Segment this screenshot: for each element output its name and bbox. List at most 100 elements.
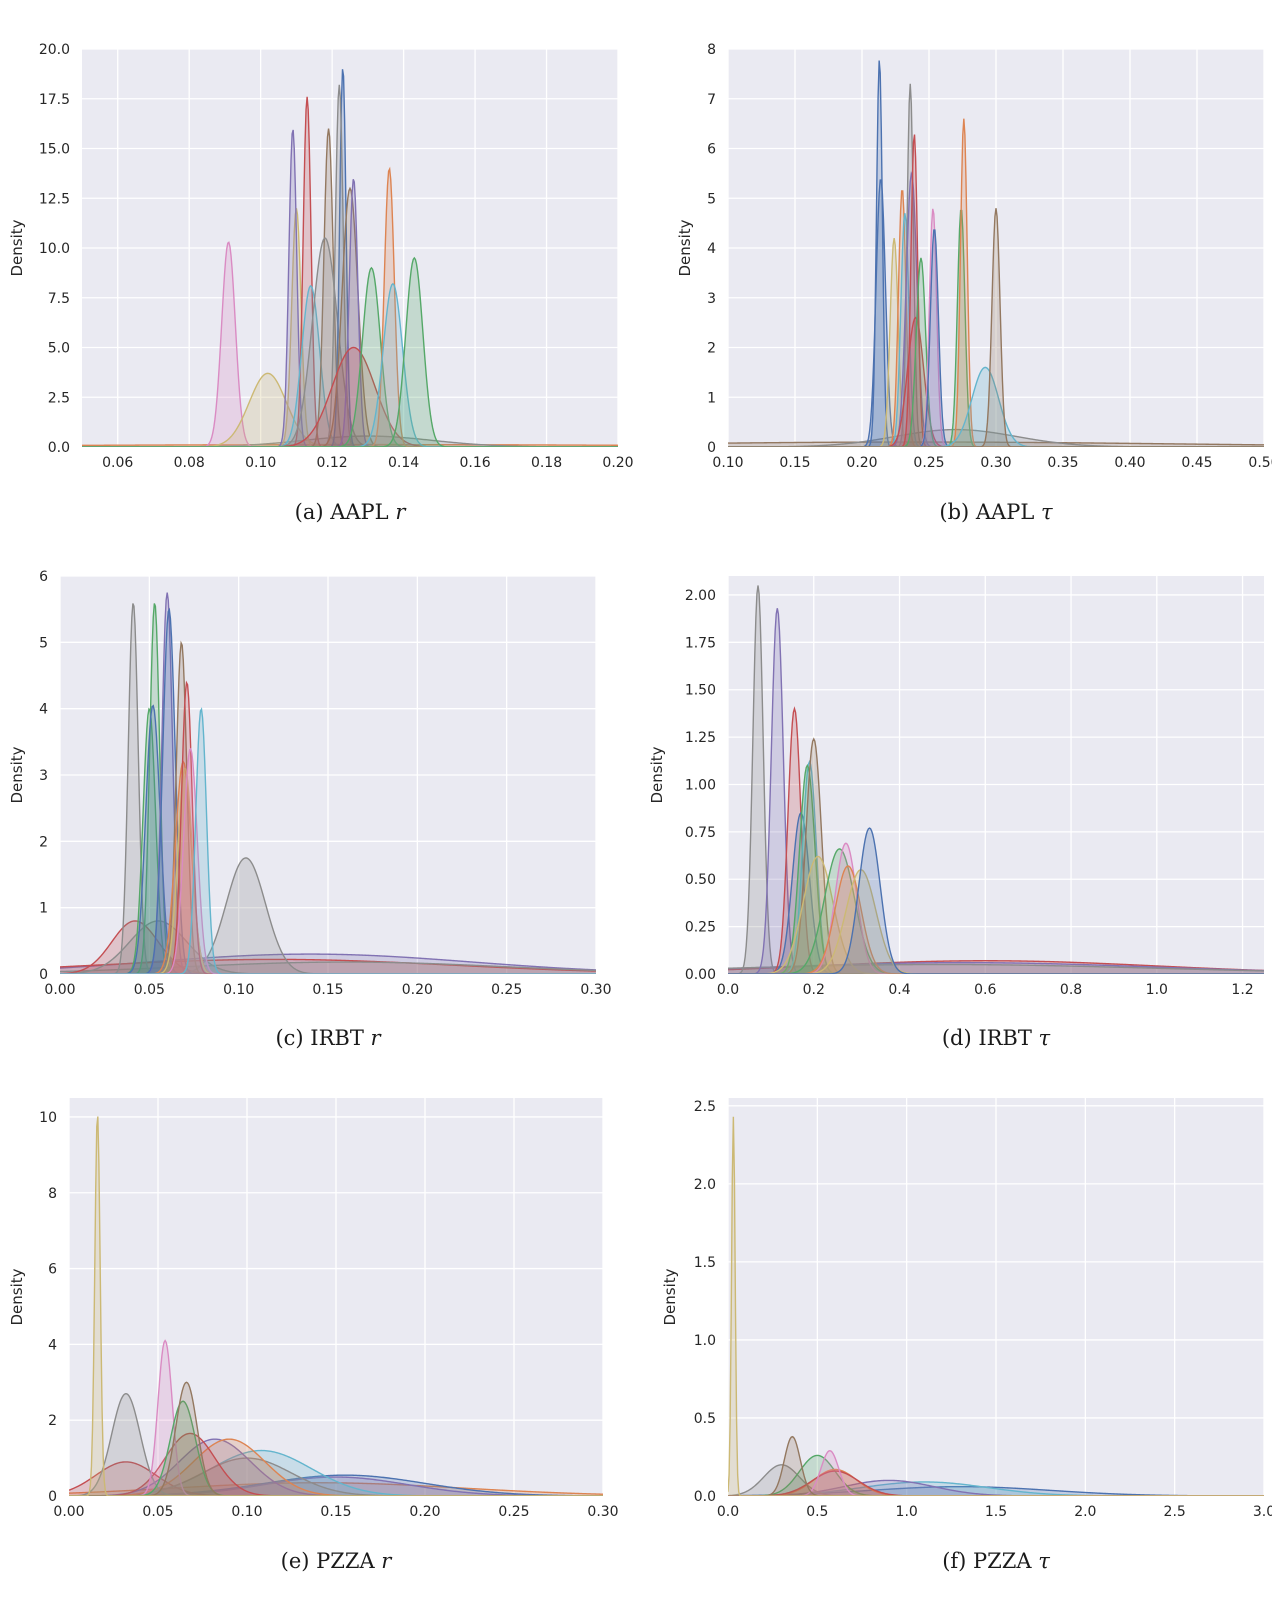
x-tick-label: 2.0 — [1074, 1504, 1096, 1520]
x-tick-label: 0.30 — [587, 1504, 618, 1520]
y-tick-label: 1.0 — [694, 1333, 716, 1349]
y-tick-label: 0.75 — [685, 825, 716, 841]
x-tick-label: 0.10 — [223, 982, 254, 998]
density-line-s2 — [728, 1481, 1264, 1496]
x-tick-label: 0.45 — [1181, 455, 1212, 471]
density-line-s1 — [728, 441, 1264, 446]
y-axis-label: Density — [8, 746, 26, 803]
density-area-s3 — [728, 964, 1264, 974]
density-line-s3 — [69, 1476, 603, 1496]
density-line-s5 — [728, 1454, 1264, 1496]
chart-d: 0.0 0.2 0.4 0.6 0.8 1.0 1.2 0.00 0.25 0.50 0.75 1.0… — [648, 576, 1264, 1050]
series-group — [69, 1116, 603, 1496]
density-line-s3 — [728, 963, 1264, 972]
density-area-s14 — [60, 761, 596, 974]
caption-variable: r — [381, 1549, 393, 1573]
y-tick-label: 10.0 — [39, 241, 70, 257]
x-tick-label: 0.16 — [459, 455, 490, 471]
y-axis-label: Density — [648, 746, 666, 803]
y-tick-label: 6 — [39, 569, 48, 585]
x-tick-label: 0.50 — [1248, 455, 1272, 471]
density-line-s13 — [728, 842, 1264, 974]
y-tick-label: 0.5 — [694, 1411, 716, 1427]
density-line-s10 — [69, 1392, 603, 1496]
y-tick-label: 4 — [707, 241, 716, 257]
x-tick-label: 0.25 — [491, 982, 522, 998]
y-tick-label: 2.5 — [48, 390, 70, 406]
series-group — [728, 60, 1264, 447]
density-area-s2 — [82, 436, 618, 447]
y-tick-label: 0.50 — [685, 872, 716, 888]
y-tick-label: 4 — [48, 1337, 57, 1353]
y-tick-label: 2.0 — [694, 1177, 716, 1193]
x-tick-label: 0.08 — [174, 455, 205, 471]
y-tick-label: 0.00 — [685, 967, 716, 983]
y-tick-label: 0.0 — [48, 440, 70, 456]
y-tick-label: 0.0 — [694, 1489, 716, 1505]
density-line-s13 — [69, 1381, 603, 1496]
density-area-s3 — [69, 1477, 603, 1496]
density-area-s15 — [82, 347, 618, 447]
x-tick-label: 0.30 — [980, 455, 1011, 471]
x-tick-label: 3.0 — [1253, 1504, 1272, 1520]
density-area-s9 — [728, 1436, 1264, 1496]
density-line-s12 — [69, 1400, 603, 1496]
density-area-s13 — [69, 1382, 603, 1496]
density-line-s15 — [82, 346, 618, 447]
density-line-s15 — [728, 869, 1264, 974]
y-tick-label: 0.25 — [685, 920, 716, 936]
caption-variable: r — [371, 1026, 383, 1050]
y-tick-label: 8 — [48, 1186, 57, 1202]
series-group — [728, 585, 1264, 974]
density-area-s12 — [728, 848, 1264, 974]
density-line-s10 — [728, 737, 1264, 974]
x-tick-label: 0.25 — [498, 1504, 529, 1520]
density-area-s18 — [60, 709, 596, 974]
x-tick-label: 0.15 — [312, 982, 343, 998]
caption-label: (a) AAPL — [295, 500, 396, 524]
density-area-s9 — [69, 1433, 603, 1496]
density-line-s12 — [60, 607, 596, 974]
x-tick-label: 0.15 — [320, 1504, 351, 1520]
x-tick-label: 0.10 — [231, 1504, 262, 1520]
series-group — [728, 1116, 1264, 1496]
y-tick-label: 5.0 — [48, 341, 70, 357]
density-line-s13 — [82, 186, 618, 447]
x-tick-label: 0.30 — [580, 982, 611, 998]
density-line-s4 — [60, 920, 596, 974]
y-tick-label: 15.0 — [39, 142, 70, 158]
x-tick-label: 0.14 — [388, 455, 419, 471]
y-tick-label: 5 — [39, 635, 48, 651]
y-tick-label: 12.5 — [39, 191, 70, 207]
x-tick-label: 0.06 — [102, 455, 133, 471]
density-line-s11 — [69, 1339, 603, 1496]
density-area-s14 — [728, 865, 1264, 974]
density-line-s7 — [728, 811, 1264, 974]
x-tick-label: 1.2 — [1231, 982, 1253, 998]
x-tick-label: 1.0 — [896, 1504, 918, 1520]
density-line-s12 — [728, 848, 1264, 974]
x-tick-label: 0.20 — [846, 455, 877, 471]
density-area-s2 — [69, 1475, 603, 1496]
y-tick-label: 1 — [707, 390, 716, 406]
y-tick-label: 17.5 — [39, 92, 70, 108]
density-line-s11 — [82, 69, 618, 447]
density-line-s18 — [728, 208, 1264, 447]
y-tick-label: 10 — [39, 1110, 57, 1126]
y-tick-label: 0 — [707, 440, 716, 456]
y-axis-label: Density — [661, 1268, 679, 1325]
density-area-s6 — [69, 1458, 603, 1496]
x-tick-label: 1.5 — [985, 1504, 1007, 1520]
x-tick-label: 0.25 — [913, 455, 944, 471]
x-tick-label: 0.05 — [142, 1504, 173, 1520]
y-tick-label: 1 — [39, 901, 48, 917]
y-tick-label: 7.5 — [48, 291, 70, 307]
chart-f: 0.0 0.5 1.0 1.5 2.0 2.5 3.0 0.0 0.5 1.0 1.5 2.0 2.5 D… — [661, 1098, 1272, 1573]
x-tick-label: 0.10 — [712, 455, 743, 471]
density-area-s5 — [69, 1450, 603, 1496]
x-tick-label: 0.35 — [1047, 455, 1078, 471]
density-area-s14 — [82, 179, 618, 447]
density-area-s17 — [60, 748, 596, 974]
y-axis-label: Density — [8, 219, 26, 276]
density-line-s8 — [728, 759, 1264, 974]
